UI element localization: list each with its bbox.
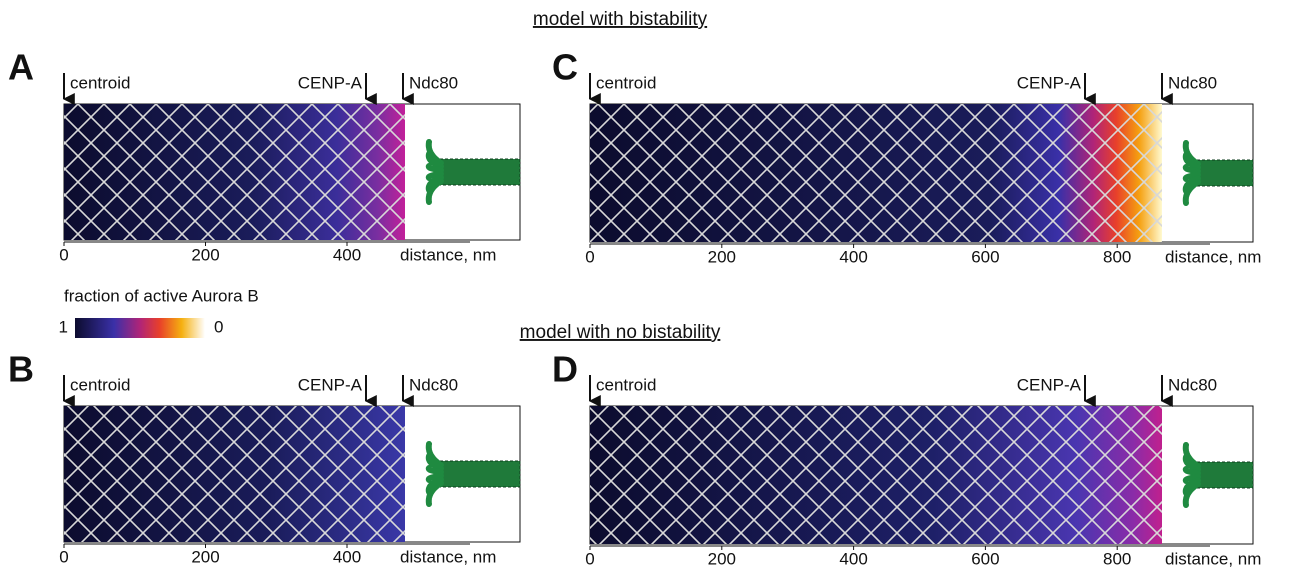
protofilament — [1182, 152, 1201, 171]
marker-label: Ndc80 — [409, 73, 458, 92]
axis-label: distance, nm — [400, 547, 496, 566]
colorbar-max: 1 — [59, 317, 68, 336]
mesh — [590, 406, 1162, 544]
protofilament — [1182, 179, 1201, 206]
tick-label: 200 — [708, 549, 736, 568]
microtubule — [1191, 159, 1254, 187]
tick-label: 400 — [333, 245, 361, 264]
colorbar — [75, 318, 205, 338]
tick-label: 600 — [971, 247, 999, 266]
protofilament — [425, 178, 444, 205]
protofilament — [425, 465, 444, 476]
axis-label: distance, nm — [1165, 247, 1261, 266]
tick-label: 600 — [971, 549, 999, 568]
protofilament — [425, 151, 444, 170]
marker-label: CENP-A — [1017, 375, 1082, 394]
mesh — [64, 104, 405, 240]
protofilament — [425, 163, 444, 174]
microtubule — [1191, 461, 1254, 489]
heading: model with bistability — [533, 9, 708, 30]
tick-label: 200 — [191, 547, 219, 566]
tick-label: 400 — [839, 549, 867, 568]
marker-label: CENP-A — [298, 73, 363, 92]
protofilament — [1182, 473, 1201, 484]
marker-label: centroid — [596, 375, 656, 394]
protofilament — [425, 170, 444, 181]
microtubule — [434, 460, 521, 488]
protofilament — [425, 453, 444, 472]
marker-label: Ndc80 — [1168, 73, 1217, 92]
protofilament — [1182, 171, 1201, 182]
axis-label: distance, nm — [400, 245, 496, 264]
tick-label: 800 — [1103, 549, 1131, 568]
mesh — [590, 104, 1162, 242]
protofilament — [425, 480, 444, 507]
tick-label: 800 — [1103, 247, 1131, 266]
marker-label: centroid — [70, 73, 130, 92]
marker-label: CENP-A — [298, 375, 363, 394]
protofilament — [1182, 481, 1201, 508]
tick-label: 0 — [59, 245, 68, 264]
tick-label: 0 — [59, 547, 68, 566]
panel-label: B — [8, 349, 34, 390]
marker-label: centroid — [596, 73, 656, 92]
marker-label: centroid — [70, 375, 130, 394]
panel-label: A — [8, 47, 34, 88]
tick-label: 200 — [708, 247, 736, 266]
marker-label: Ndc80 — [1168, 375, 1217, 394]
tick-label: 400 — [839, 247, 867, 266]
tick-label: 0 — [585, 247, 594, 266]
marker-label: Ndc80 — [409, 375, 458, 394]
axis-label: distance, nm — [1165, 549, 1261, 568]
protofilament — [1182, 466, 1201, 477]
protofilament — [1182, 454, 1201, 473]
colorbar-title: fraction of active Aurora B — [64, 286, 259, 305]
marker-label: CENP-A — [1017, 73, 1082, 92]
heading: model with no bistability — [520, 322, 721, 343]
colorbar-min: 0 — [214, 317, 223, 336]
protofilament — [425, 472, 444, 483]
mesh — [64, 406, 405, 542]
microtubule — [434, 158, 521, 186]
tick-label: 400 — [333, 547, 361, 566]
panel-label: D — [552, 349, 578, 390]
tick-label: 0 — [585, 549, 594, 568]
tick-label: 200 — [191, 245, 219, 264]
panel-label: C — [552, 47, 578, 88]
protofilament — [1182, 164, 1201, 175]
